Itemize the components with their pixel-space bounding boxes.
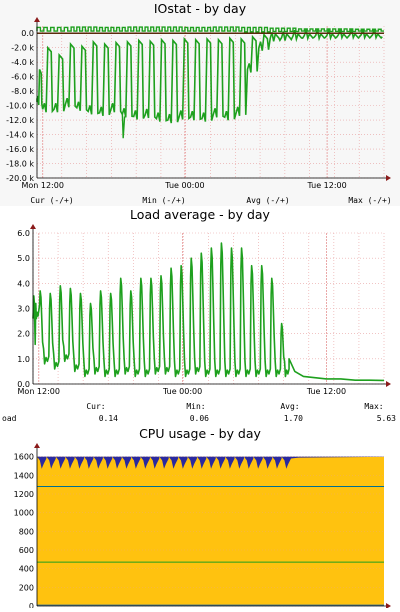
- y-tick-label: 0.0: [21, 29, 34, 38]
- x-axis-arrow: [386, 603, 391, 609]
- y-axis-arrow: [30, 224, 36, 229]
- x-axis-arrow: [386, 381, 391, 387]
- x-axis-arrow: [386, 175, 391, 181]
- legend-min-value: 0.06: [190, 414, 209, 423]
- series-iostat-read: [36, 28, 383, 124]
- y-tick-label: -8.0 k: [11, 87, 34, 96]
- y-tick-label: -2.0 k: [11, 44, 34, 53]
- legend-avg-value: 1.70: [284, 414, 303, 423]
- y-tick-label: 200: [19, 583, 34, 592]
- legend-header: Cur:: [86, 402, 105, 411]
- y-tick-label: -12.0 k: [6, 116, 34, 125]
- y-tick-label: 0.0: [17, 380, 30, 389]
- load-average-chart: Load average - by day 0.0 1.0 2.0 3.0 4.0 5.0 6…: [2, 207, 396, 423]
- iostat-chart: IOstat - by day 0.0 -2.0 k -4.0 k -6.0 k -8.0…: [6, 1, 392, 205]
- legend-label: Avg (-/+): [246, 196, 289, 205]
- cpu-usage-chart: CPU usage - by day 1600 1400 1200 1000 800 600…: [14, 426, 391, 611]
- y-tick-label: 800: [19, 527, 34, 536]
- cpu-area-top-band: [37, 456, 384, 469]
- legend-series-name: oad: [2, 414, 17, 423]
- y-tick-label: 6.0: [17, 229, 30, 238]
- y-tick-label: 5.0: [17, 254, 30, 263]
- legend-cur-value: 0.14: [99, 414, 118, 423]
- chart-title: Load average - by day: [130, 207, 270, 222]
- y-tick-label: -4.0 k: [11, 58, 34, 67]
- y-tick-label: 600: [19, 546, 34, 555]
- y-tick-label: 1200: [14, 490, 34, 499]
- y-tick-label: 1400: [14, 471, 34, 480]
- legend-max-value: 5.63: [377, 414, 396, 423]
- x-tick-label: Tue 12:00: [306, 181, 346, 190]
- x-tick-label: Mon 12:00: [21, 181, 63, 190]
- y-tick-label: -16.0 k: [6, 145, 34, 154]
- y-tick-label: 1000: [14, 509, 34, 518]
- cpu-panel: CPU usage - by day 1600 1400 1200 1000 800 600…: [0, 424, 400, 611]
- series-iostat-write: [36, 26, 384, 33]
- y-tick-label: -10.0 k: [6, 102, 34, 111]
- x-tick-label: Tue 00:00: [162, 387, 202, 396]
- legend-label: Max (-/+): [348, 196, 391, 205]
- y-tick-label: 1600: [14, 453, 34, 462]
- legend-header: Avg:: [280, 402, 299, 411]
- legend-label: Min (-/+): [142, 196, 185, 205]
- y-axis-arrow: [34, 443, 40, 448]
- x-tick-label: Mon 12:00: [18, 387, 60, 396]
- x-tick-label: Tue 00:00: [164, 181, 204, 190]
- y-tick-label: -20.0 k: [6, 174, 34, 183]
- y-tick-label: 3.0: [17, 305, 30, 314]
- y-axis-arrow: [34, 17, 40, 22]
- legend-header: Min:: [186, 402, 205, 411]
- iostat-panel: IOstat - by day 0.0 -2.0 k -4.0 k -6.0 k -8.0…: [0, 0, 400, 206]
- y-tick-label: 0: [29, 602, 34, 608]
- y-tick-label: -14.0 k: [6, 131, 34, 140]
- legend-label: Cur (-/+): [30, 196, 73, 205]
- chart-title: CPU usage - by day: [139, 426, 261, 441]
- y-tick-label: -18.0 k: [6, 160, 34, 169]
- series-iostat-spike: [121, 112, 126, 139]
- series-load: [32, 242, 385, 382]
- x-tick-label: Tue 12:00: [306, 387, 346, 396]
- y-tick-label: 4.0: [17, 279, 30, 288]
- legend-header: Max:: [364, 402, 383, 411]
- y-tick-label: -6.0 k: [11, 73, 34, 82]
- y-tick-label: 1.0: [17, 355, 30, 364]
- chart-title: IOstat - by day: [154, 1, 247, 16]
- y-tick-label: 400: [19, 565, 34, 574]
- y-tick-label: 2.0: [17, 330, 30, 339]
- load-panel: Load average - by day 0.0 1.0 2.0 3.0 4.0 5.0 6…: [0, 206, 400, 424]
